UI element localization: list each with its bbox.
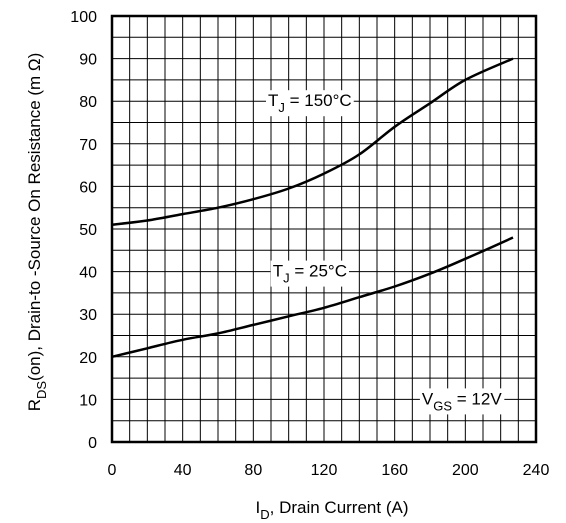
y-tick-label: 40 xyxy=(79,265,97,282)
x-tick-label: 200 xyxy=(452,462,479,479)
y-tick-label: 100 xyxy=(70,9,97,26)
series-lines xyxy=(111,57,514,359)
x-tick-label: 40 xyxy=(174,462,192,479)
grid xyxy=(112,16,536,442)
annotation-background xyxy=(266,90,354,117)
annotation-main: T xyxy=(268,91,278,110)
y-tick-label: 60 xyxy=(79,179,97,196)
x-axis-title: ID, Drain Current (A) xyxy=(256,498,409,522)
y-tick-label: 80 xyxy=(79,94,97,111)
annotation-text: VGS = 12V xyxy=(422,389,502,413)
x-tick-label: 240 xyxy=(523,462,550,479)
y-tick-label: 0 xyxy=(88,435,97,452)
y-tick-label: 50 xyxy=(79,222,97,239)
annotation-main: V xyxy=(422,389,434,408)
y-tick-label: 90 xyxy=(79,52,97,69)
x-tick-label: 160 xyxy=(381,462,408,479)
annotation-rest: = 25°C xyxy=(290,262,347,281)
annotation-text: TJ = 25°C xyxy=(273,262,347,286)
tick-labels: 0 40 80 120 160 200 240 0 10 20 30 40 50 60 70 80 90 100 xyxy=(70,9,549,479)
x-tick-label: 0 xyxy=(108,462,117,479)
annotation-rest: = 150°C xyxy=(285,91,352,110)
annotation-background xyxy=(270,260,349,287)
y-tick-label: 70 xyxy=(79,137,97,154)
series-line-tj-150c xyxy=(111,57,514,226)
y-tick-label: 10 xyxy=(79,392,97,409)
series-line-tj-25c xyxy=(111,236,514,359)
annotation-main: T xyxy=(273,262,283,281)
annotation-rest: = 12V xyxy=(452,389,502,408)
x-tick-label: 80 xyxy=(244,462,262,479)
y-axis-title: RDS(on), Drain-to -Source On Resistance … xyxy=(25,53,49,412)
annotation-text: TJ = 150°C xyxy=(268,91,352,115)
label-tj-150c: TJ = 150°C xyxy=(266,90,354,117)
label-tj-25c: TJ = 25°C xyxy=(270,260,349,287)
y-tick-label: 30 xyxy=(79,307,97,324)
annotation-background xyxy=(419,388,505,415)
annotation-subscript: J xyxy=(278,100,285,115)
annotation-subscript: GS xyxy=(433,398,452,413)
x-tick-label: 120 xyxy=(311,462,338,479)
label-vgs-12v: VGS = 12V xyxy=(419,388,505,415)
y-tick-label: 20 xyxy=(79,350,97,367)
annotation-subscript: J xyxy=(283,271,290,286)
plot-frame xyxy=(110,14,538,444)
